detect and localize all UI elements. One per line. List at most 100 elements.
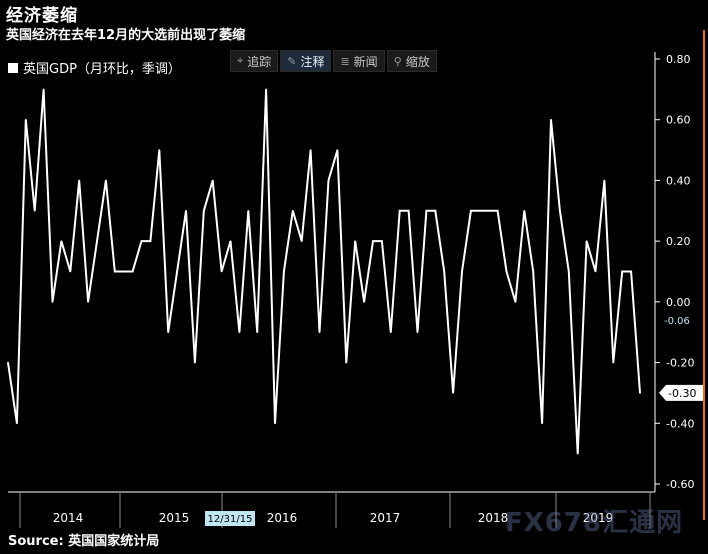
data-point <box>167 331 170 334</box>
data-point <box>381 240 383 242</box>
data-point <box>425 209 428 212</box>
data-point <box>532 270 534 273</box>
data-point <box>550 118 552 121</box>
data-point <box>318 331 321 334</box>
news-label: 新闻 <box>353 54 378 69</box>
data-point <box>470 209 472 212</box>
zoom-label: 缩放 <box>405 54 430 69</box>
crosshair-icon: ⌖ <box>237 54 244 67</box>
tracking-button[interactable]: ⌖ 追踪 <box>230 50 279 72</box>
annotate-button[interactable]: ✎ 注释 <box>280 50 332 72</box>
data-point <box>389 331 392 334</box>
data-point <box>51 301 54 303</box>
data-point <box>114 270 116 273</box>
data-point <box>309 149 312 151</box>
chart-subtitle: 英国经济在去年12月的大选前出现了萎缩 <box>6 28 246 43</box>
data-point <box>594 270 597 273</box>
data-point <box>336 149 339 151</box>
data-point <box>238 331 241 334</box>
data-point <box>300 240 303 242</box>
data-point <box>194 361 196 364</box>
data-point <box>514 301 517 303</box>
data-point <box>567 270 570 273</box>
legend[interactable]: 英国GDP（月环比，季调） <box>8 58 181 77</box>
zoom-button[interactable]: ⚲ 缩放 <box>386 50 437 72</box>
data-point <box>60 240 63 242</box>
data-point <box>274 422 276 425</box>
y-tick-label: -0.60 <box>666 478 694 491</box>
avg-badge-label: -0.06 <box>664 316 690 327</box>
data-point <box>345 361 348 364</box>
data-point <box>292 209 294 212</box>
data-point <box>630 270 632 273</box>
data-point <box>327 179 330 182</box>
last-value-badge-bg <box>659 384 703 401</box>
y-tick-label: 0.80 <box>666 53 691 66</box>
data-point <box>452 392 454 394</box>
x-tick-label: 2019 <box>583 511 614 525</box>
zoom-icon: ⚲ <box>393 54 402 68</box>
y-tick-label: 0.20 <box>666 235 691 248</box>
data-point <box>96 240 98 242</box>
annotate-label: 注释 <box>300 54 325 69</box>
x-tick-label: 2016 <box>267 511 298 525</box>
y-tick-label: 0.40 <box>666 174 691 187</box>
data-point <box>585 240 588 242</box>
x-tick-label: 2015 <box>159 511 190 525</box>
data-point <box>612 361 615 364</box>
chart-toolbar: ⌖ 追踪 ✎ 注释 ≣ 新闻 ⚲ 缩放 <box>230 50 437 72</box>
data-point <box>42 88 45 91</box>
data-point <box>158 149 161 151</box>
data-point <box>372 240 374 242</box>
data-point <box>140 240 143 242</box>
data-point <box>78 179 81 182</box>
data-point <box>131 270 134 273</box>
data-point <box>621 270 623 273</box>
y-tick-label: 0.00 <box>666 296 691 309</box>
data-point <box>203 209 205 212</box>
data-point <box>559 209 561 212</box>
data-point <box>541 422 543 425</box>
date-badge-bg <box>205 511 255 526</box>
legend-swatch <box>8 62 18 73</box>
data-point <box>505 270 508 273</box>
data-point <box>639 392 641 394</box>
data-point <box>220 270 223 273</box>
data-point <box>176 270 178 273</box>
data-point <box>603 179 606 182</box>
news-icon: ≣ <box>340 54 350 68</box>
y-tick-label: -0.20 <box>666 357 694 370</box>
data-point <box>33 209 36 212</box>
data-point <box>283 270 285 273</box>
data-point <box>487 209 490 212</box>
legend-label: 英国GDP（月环比，季调） <box>23 62 181 77</box>
data-point <box>523 209 526 212</box>
data-point <box>416 331 419 334</box>
data-point <box>407 209 410 212</box>
data-point <box>461 270 463 273</box>
data-point <box>122 270 125 273</box>
data-point <box>398 209 401 212</box>
data-point <box>576 452 579 455</box>
last-value-badge-label: -0.30 <box>668 387 696 400</box>
x-tick-label: 2018 <box>478 511 509 525</box>
data-point <box>496 209 499 212</box>
data-point <box>25 118 27 121</box>
watermark-logo: FX678汇通网 <box>505 508 684 538</box>
news-button[interactable]: ≣ 新闻 <box>333 50 385 72</box>
data-point <box>69 270 72 273</box>
data-point <box>434 209 437 212</box>
data-point <box>87 301 89 303</box>
data-point <box>185 209 187 212</box>
gdp-series-line <box>7 89 641 454</box>
data-point <box>211 179 214 182</box>
data-point <box>443 270 445 273</box>
data-point <box>16 422 18 425</box>
avg-badge-bg <box>659 313 689 328</box>
x-tick-label: 2017 <box>370 511 401 525</box>
data-point <box>478 209 481 212</box>
tracking-label: 追踪 <box>247 54 272 69</box>
data-point <box>149 240 152 242</box>
data-point <box>7 361 9 364</box>
